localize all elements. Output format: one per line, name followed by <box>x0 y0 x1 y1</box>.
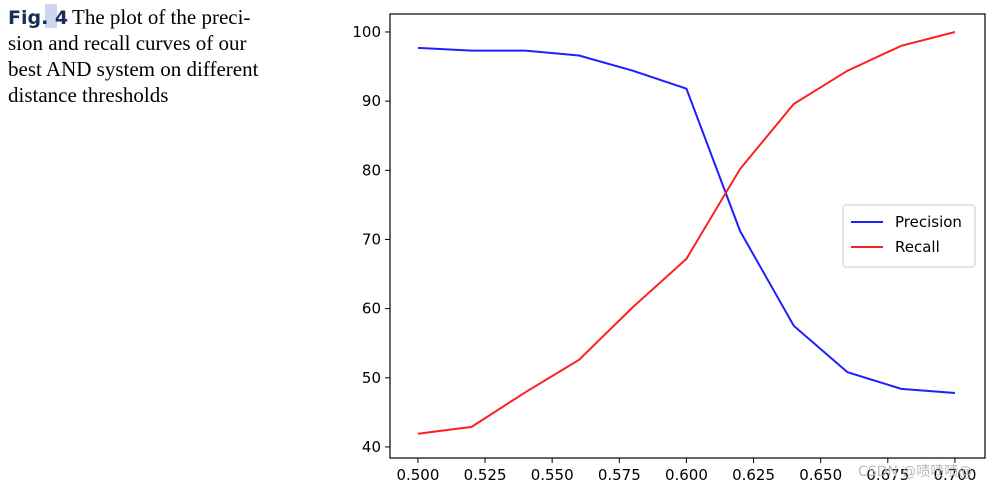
y-tick-label: 50 <box>362 369 381 387</box>
y-tick-label: 80 <box>362 161 381 179</box>
line <box>417 46 956 394</box>
caption-line: distance thresholds <box>8 83 168 107</box>
x-tick-label: 0.700 <box>933 466 976 484</box>
axes-frame <box>389 13 986 459</box>
x-tick-label: 0.625 <box>732 466 775 484</box>
legend-box <box>842 204 976 268</box>
y-tick-label: 90 <box>362 92 381 110</box>
x-tick-label: 0.550 <box>531 466 574 484</box>
caption-line: The plot of the preci- <box>72 5 250 29</box>
x-tick-label: 0.675 <box>866 466 909 484</box>
legend-label: Precision <box>895 213 962 231</box>
caption-label: Fig. 4 <box>8 7 68 29</box>
y-tick-label: 100 <box>352 23 381 41</box>
legend-label: Recall <box>895 238 940 256</box>
y-tick-label: 40 <box>362 438 381 456</box>
x-tick-label: 0.575 <box>598 466 641 484</box>
x-tick-label: 0.600 <box>665 466 708 484</box>
line <box>417 31 956 435</box>
x-tick-label: 0.500 <box>396 466 439 484</box>
x-tick-label: 0.525 <box>464 466 507 484</box>
y-tick-label: 70 <box>362 230 381 248</box>
y-tick-label: 60 <box>362 300 381 318</box>
caption-line: best AND system on different <box>8 57 259 81</box>
caption-line: sion and recall curves of our <box>8 31 247 55</box>
highlight <box>45 4 57 28</box>
x-tick-label: 0.650 <box>799 466 842 484</box>
watermark: CSDN @啧啧啧@ <box>858 464 972 480</box>
